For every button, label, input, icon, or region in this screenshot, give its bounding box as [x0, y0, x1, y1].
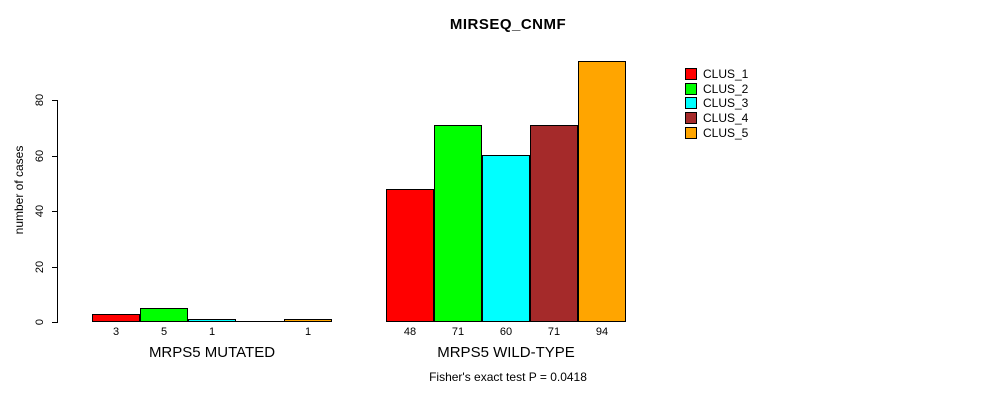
bar-mrps5-mutated-clus_1 — [92, 314, 140, 322]
group-label-wild-type: MRPS5 WILD-TYPE — [437, 344, 575, 361]
y-tick-label-60: 60 — [34, 149, 46, 163]
bar-mrps5-wild-type-clus_4 — [530, 125, 578, 322]
legend-label-clus_3: CLUS_3 — [703, 96, 749, 110]
group-label-mutated: MRPS5 MUTATED — [148, 344, 276, 361]
y-tick-mark-0 — [52, 322, 58, 323]
bar-value-mrps5-mutated-clus_5: 1 — [304, 326, 312, 338]
bar-mrps5-mutated-clus_3 — [188, 319, 236, 322]
bar-value-mrps5-mutated-clus_3: 1 — [208, 326, 216, 338]
legend-label-clus_4: CLUS_4 — [703, 111, 749, 125]
bar-value-mrps5-wild-type-clus_3: 60 — [499, 326, 513, 338]
bar-mrps5-mutated-clus_4 — [236, 321, 284, 322]
y-tick-mark-60 — [52, 156, 58, 157]
y-tick-mark-20 — [52, 267, 58, 268]
legend-label-clus_2: CLUS_2 — [703, 82, 749, 96]
bar-mrps5-wild-type-clus_1 — [386, 189, 434, 322]
legend-label-clus_1: CLUS_1 — [703, 67, 749, 81]
caption-fishers-test: Fisher's exact test P = 0.0418 — [429, 370, 587, 384]
bar-mrps5-wild-type-clus_3 — [482, 155, 530, 322]
y-tick-label-20: 20 — [34, 260, 46, 274]
bar-mrps5-wild-type-clus_5 — [578, 61, 626, 322]
bar-mrps5-mutated-clus_5 — [284, 319, 332, 322]
bar-value-mrps5-wild-type-clus_5: 94 — [595, 326, 609, 338]
y-tick-label-40: 40 — [34, 204, 46, 218]
legend-swatch-clus_1 — [685, 68, 697, 80]
legend-label-clus_5: CLUS_5 — [703, 126, 749, 140]
bar-value-mrps5-wild-type-clus_2: 71 — [451, 326, 465, 338]
bar-value-mrps5-wild-type-clus_4: 71 — [547, 326, 561, 338]
chart-title: MIRSEQ_CNMF — [449, 16, 567, 33]
y-tick-mark-40 — [52, 211, 58, 212]
bar-value-mrps5-mutated-clus_4 — [236, 326, 284, 338]
y-tick-label-0: 0 — [34, 318, 46, 326]
legend-swatch-clus_5 — [685, 127, 697, 139]
bar-mrps5-mutated-clus_2 — [140, 308, 188, 322]
bar-mrps5-wild-type-clus_2 — [434, 125, 482, 322]
y-axis-title: number of cases — [12, 145, 26, 235]
legend-swatch-clus_2 — [685, 83, 697, 95]
legend-swatch-clus_4 — [685, 112, 697, 124]
y-tick-mark-80 — [52, 100, 58, 101]
bar-value-mrps5-wild-type-clus_1: 48 — [403, 326, 417, 338]
legend-swatch-clus_3 — [685, 97, 697, 109]
y-tick-label-80: 80 — [34, 93, 46, 107]
bar-value-mrps5-mutated-clus_1: 3 — [112, 326, 120, 338]
bar-value-mrps5-mutated-clus_2: 5 — [160, 326, 168, 338]
